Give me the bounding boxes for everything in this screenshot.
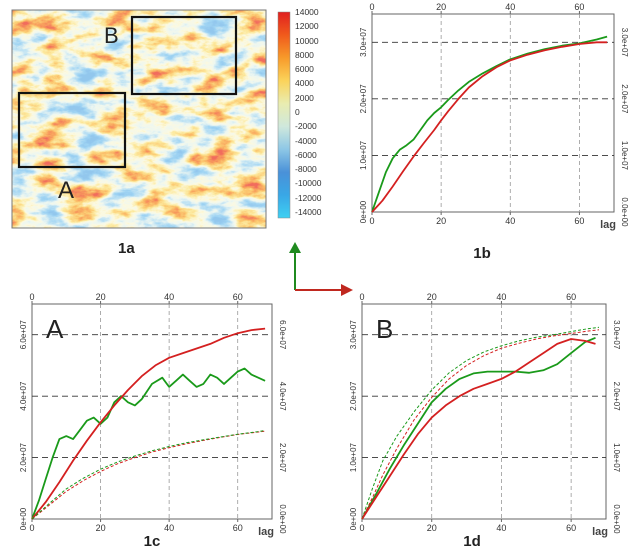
variogram-chart-1b: 0 0 20 20 40 40 60 60 0e+00 0.0e+00 1.0e+07 1.0e+07…: [359, 2, 629, 262]
plot-frame: [371, 13, 615, 213]
x-axis-label: lag: [258, 526, 274, 538]
y-right-tick-label: 2.0e+07: [278, 443, 287, 473]
y-tick-label: 3.0e+07: [349, 320, 358, 350]
x-tick-label: 20: [427, 523, 437, 533]
series-line-green-dashed: [361, 326, 600, 520]
colorbar-tick-label: -14000: [295, 207, 322, 217]
x-tick-label: 40: [505, 216, 515, 226]
x-tick-label: 0: [359, 523, 364, 533]
panel-caption: 1d: [463, 533, 481, 550]
y-right-tick-label: 3.0e+07: [612, 320, 621, 350]
colorbar-tick-label: -4000: [295, 135, 317, 146]
panel-region-label: B: [376, 314, 393, 344]
top-tick-label: 0: [369, 2, 374, 12]
colorbar-tick-label: 2000: [295, 92, 314, 103]
x-tick-label: 0: [369, 216, 374, 226]
y-tick-label: 2.0e+07: [19, 442, 28, 472]
colorbar-tick-label: 0: [295, 107, 300, 117]
colorbar-tick-label: -8000: [295, 164, 317, 175]
colorbar-tick-label: 12000: [295, 21, 319, 32]
y-right-tick-label: 0.0e+00: [612, 504, 621, 534]
panel-caption: 1c: [144, 533, 161, 550]
x-tick-label: 60: [566, 523, 576, 533]
series-line-green-solid: [361, 336, 596, 520]
top-tick-label: 0: [359, 292, 364, 302]
variogram-chart-1c: 0 0 20 20 40 40 60 60 0e+00 0.0e+00 2.0e+07 2.0e+07…: [19, 292, 287, 550]
series-line-red-solid: [371, 41, 608, 213]
y-tick-label: 4.0e+07: [19, 381, 28, 411]
series-line-red-solid: [361, 338, 596, 520]
y-tick-label: 1.0e+07: [359, 140, 368, 170]
panel-caption: 1b: [473, 245, 491, 262]
y-tick-label: 6.0e+07: [19, 320, 28, 350]
y-right-tick-label: 2.0e+07: [612, 382, 621, 412]
top-tick-label: 20: [96, 292, 106, 302]
x-axis-label: lag: [600, 219, 616, 231]
y-right-tick-label: 6.0e+07: [278, 320, 287, 350]
plot-frame: [31, 303, 273, 520]
region-a-label: A: [58, 177, 74, 204]
y-right-tick-label: 4.0e+07: [278, 382, 287, 412]
y-right-tick-label: 1.0e+07: [612, 443, 621, 473]
series-line-green-dashed: [31, 430, 266, 520]
top-tick-label: 40: [164, 292, 174, 302]
series-line-green-solid: [31, 367, 266, 520]
panel-arrows: [289, 242, 353, 296]
y-right-tick-label: 1.0e+07: [620, 141, 629, 171]
x-tick-label: 60: [574, 216, 584, 226]
y-right-tick-label: 2.0e+07: [620, 84, 629, 114]
colorbar: [277, 11, 291, 219]
colorbar-tick-label: -6000: [295, 149, 317, 160]
right-arrow-head: [341, 284, 353, 296]
up-arrow-head: [289, 242, 301, 253]
colorbar-tick-label: 14000: [295, 7, 319, 17]
y-right-tick-label: 0.0e+00: [620, 197, 629, 227]
plot-frame: [361, 303, 607, 520]
y-tick-label: 1.0e+07: [349, 442, 358, 472]
y-tick-label: 0e+00: [19, 507, 28, 530]
colorbar-tick-label: 8000: [295, 49, 314, 60]
colorbar-tick-label: 6000: [295, 64, 314, 75]
colorbar-tick-label: -12000: [295, 192, 322, 203]
region-b-label: B: [104, 23, 119, 48]
top-tick-label: 40: [496, 292, 506, 302]
top-tick-label: 60: [566, 292, 576, 302]
y-tick-label: 3.0e+07: [359, 27, 368, 57]
top-tick-label: 20: [436, 2, 446, 12]
caption-1a: 1a: [118, 240, 135, 257]
y-tick-label: 2.0e+07: [349, 381, 358, 411]
top-tick-label: 60: [574, 2, 584, 12]
x-tick-label: 0: [29, 523, 34, 533]
x-tick-label: 20: [436, 216, 446, 226]
top-tick-label: 60: [233, 292, 243, 302]
x-tick-label: 40: [164, 523, 174, 533]
series-line-red-solid: [31, 327, 266, 520]
colorbar-tick-label: -10000: [295, 178, 322, 189]
colorbar-tick-label: -2000: [295, 121, 317, 132]
y-right-tick-label: 0.0e+00: [278, 504, 287, 534]
colorbar-tick-label: 4000: [295, 78, 314, 89]
x-tick-label: 40: [496, 523, 506, 533]
top-tick-label: 40: [505, 2, 515, 12]
top-tick-label: 20: [427, 292, 437, 302]
variogram-chart-1d: 0 0 20 20 40 40 60 60 0e+00 0.0e+00 1.0e+07 1.0e+07…: [349, 292, 621, 550]
y-tick-label: 2.0e+07: [359, 84, 368, 114]
map-border: [11, 9, 267, 229]
top-tick-label: 0: [29, 292, 34, 302]
x-tick-label: 60: [233, 523, 243, 533]
colorbar-tick-label: 10000: [295, 35, 319, 46]
y-tick-label: 0e+00: [349, 507, 358, 530]
series-line-green-solid: [371, 35, 608, 213]
region-a-box: [17, 91, 127, 169]
y-right-tick-label: 3.0e+07: [620, 28, 629, 58]
kriging-map-panel: AB: [11, 9, 291, 229]
x-tick-label: 20: [96, 523, 106, 533]
y-tick-label: 0e+00: [359, 200, 368, 223]
panel-region-label: A: [46, 314, 64, 344]
region-b-box: [130, 15, 238, 96]
map-field: [12, 10, 266, 228]
x-axis-label: lag: [592, 526, 608, 538]
